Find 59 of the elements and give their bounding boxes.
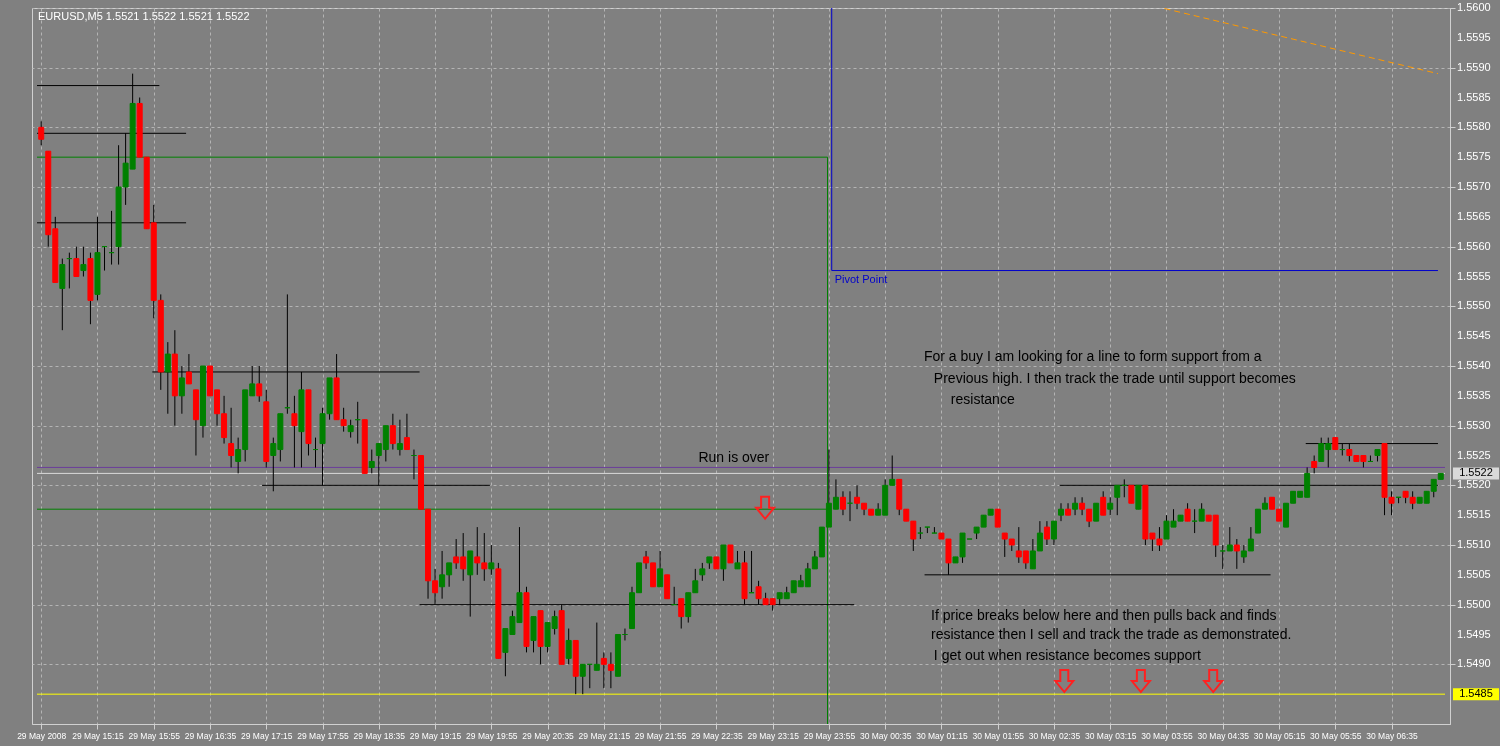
x-tick-label: 29 May 19:15	[409, 730, 462, 741]
y-tick-label: 1.5550	[1457, 299, 1491, 312]
x-tick-label: 29 May 21:15	[578, 730, 631, 741]
y-tick-label: 1.5500	[1457, 597, 1491, 610]
y-tick-label: 1.5495	[1457, 627, 1491, 640]
annotation: For a buy I am looking for a line to form support from a	[923, 348, 1262, 365]
y-tick-label: 1.5585	[1457, 90, 1491, 103]
x-tick-label: 30 May 03:55	[1141, 730, 1194, 741]
y-tick-label: 1.5510	[1457, 538, 1491, 550]
annotation: resistance	[950, 390, 1015, 407]
annotation: Run is over	[698, 449, 770, 466]
x-tick-label: 30 May 06:35	[1366, 730, 1419, 741]
y-tick-label: 1.5505	[1457, 567, 1491, 580]
ref-line-label: 1.5522	[1459, 466, 1493, 479]
annotation: resistance then I sell and track the trade as demonstrated.	[931, 626, 1292, 643]
y-tick-label: 1.5575	[1457, 150, 1491, 163]
x-tick-label: 29 May 22:35	[691, 730, 743, 741]
x-tick-label: 30 May 00:35	[859, 730, 912, 741]
y-tick-label: 1.5570	[1457, 180, 1491, 192]
x-tick-label: 29 May 18:35	[353, 730, 406, 741]
x-tick-label: 30 May 02:35	[1028, 730, 1081, 741]
x-tick-label: 29 May 17:55	[297, 730, 350, 741]
series-label: Pivot Point	[834, 272, 888, 285]
x-tick-label: 29 May 16:35	[184, 730, 237, 741]
y-tick-label: 1.5555	[1457, 269, 1491, 282]
y-tick-label: 1.5535	[1457, 388, 1491, 401]
x-tick-label: 30 May 03:15	[1084, 730, 1137, 741]
y-tick-label: 1.5530	[1457, 418, 1491, 431]
x-tick-label: 29 May 17:15	[241, 730, 293, 741]
y-tick-label: 1.5490	[1457, 657, 1491, 670]
y-tick-label: 1.5565	[1457, 209, 1491, 222]
annotation: If price breaks below here and then pulls back and finds	[931, 606, 1277, 623]
y-tick-label: 1.5600	[1457, 1, 1491, 13]
x-tick-label: 29 May 23:55	[803, 730, 856, 741]
x-tick-label: 30 May 05:55	[1310, 730, 1362, 741]
y-tick-label: 1.5520	[1457, 478, 1491, 491]
x-tick-label: 30 May 05:15	[1253, 730, 1306, 741]
x-tick-label: 29 May 23:15	[747, 730, 800, 741]
y-tick-label: 1.5545	[1457, 329, 1491, 342]
x-tick-label: 29 May 2008	[17, 730, 67, 741]
annotation: Previous high. I then track the trade until support becomes	[933, 369, 1296, 386]
y-tick-label: 1.5525	[1457, 448, 1491, 461]
annotation: I get out when resistance becomes support	[933, 646, 1201, 663]
x-tick-label: 29 May 15:15	[72, 730, 124, 741]
y-tick-label: 1.5540	[1457, 359, 1491, 371]
y-tick-label: 1.5515	[1457, 508, 1491, 521]
ref-line-label: 1.5485	[1459, 687, 1493, 700]
x-tick-label: 30 May 04:35	[1197, 730, 1250, 741]
x-tick-label: 30 May 01:15	[916, 730, 968, 741]
y-tick-label: 1.5580	[1457, 120, 1491, 133]
y-tick-label: 1.5595	[1457, 30, 1491, 43]
y-tick-label: 1.5590	[1457, 60, 1491, 73]
y-tick-label: 1.5560	[1457, 239, 1491, 252]
x-tick-label: 30 May 01:55	[972, 730, 1025, 741]
chart-title: EURUSD,M5 1.5521 1.5522 1.5521 1.5522	[38, 10, 250, 22]
x-tick-label: 29 May 21:55	[634, 730, 687, 741]
x-tick-label: 29 May 15:55	[128, 730, 181, 741]
x-tick-label: 29 May 20:35	[522, 730, 575, 741]
x-tick-label: 29 May 19:55	[466, 730, 518, 741]
